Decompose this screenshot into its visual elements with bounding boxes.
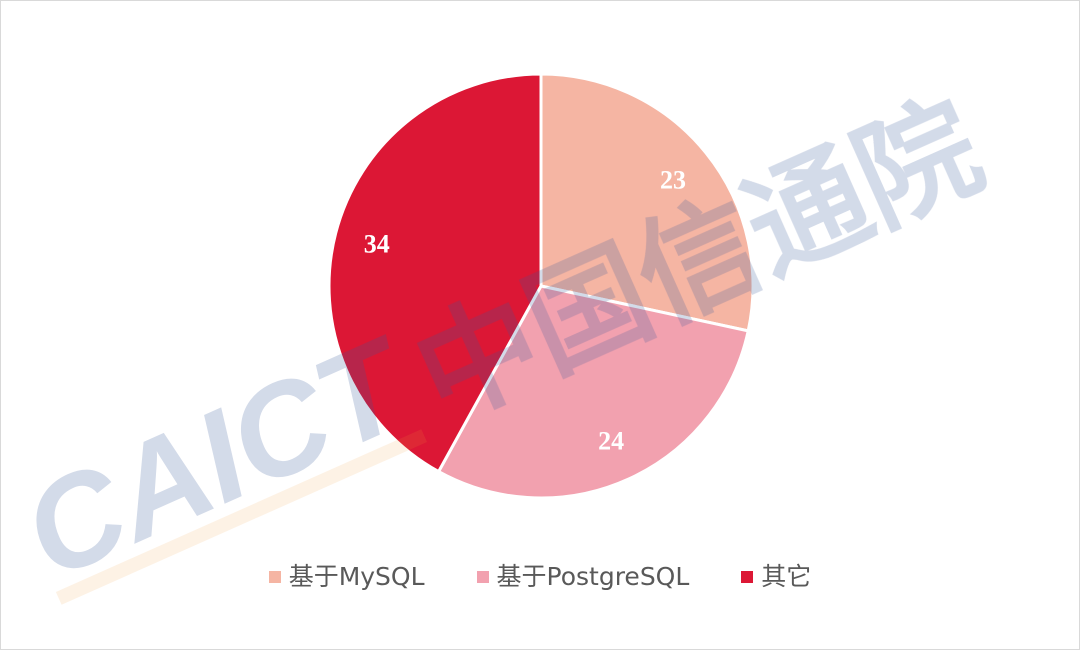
legend-swatch-other bbox=[741, 571, 754, 583]
legend-label-other: 其它 bbox=[761, 562, 812, 591]
legend-item-postgresql: 基于PostgreSQL bbox=[476, 561, 690, 593]
legend: 基于MySQL 基于PostgreSQL 其它 bbox=[1, 561, 1079, 593]
pie-slice-other bbox=[327, 72, 543, 474]
legend-item-mysql: 基于MySQL bbox=[268, 561, 425, 593]
legend-label-postgresql: 基于PostgreSQL bbox=[496, 562, 690, 591]
legend-item-other: 其它 bbox=[741, 561, 811, 593]
legend-swatch-postgresql bbox=[476, 571, 489, 583]
data-label-mysql: 23 bbox=[660, 166, 686, 195]
legend-swatch-mysql bbox=[268, 571, 281, 583]
pie-slice-postgresql bbox=[436, 284, 750, 500]
data-label-other: 34 bbox=[364, 230, 390, 259]
pie-slice-mysql bbox=[539, 72, 755, 333]
data-label-postgresql: 24 bbox=[598, 426, 624, 455]
legend-label-mysql: 基于MySQL bbox=[288, 562, 425, 591]
